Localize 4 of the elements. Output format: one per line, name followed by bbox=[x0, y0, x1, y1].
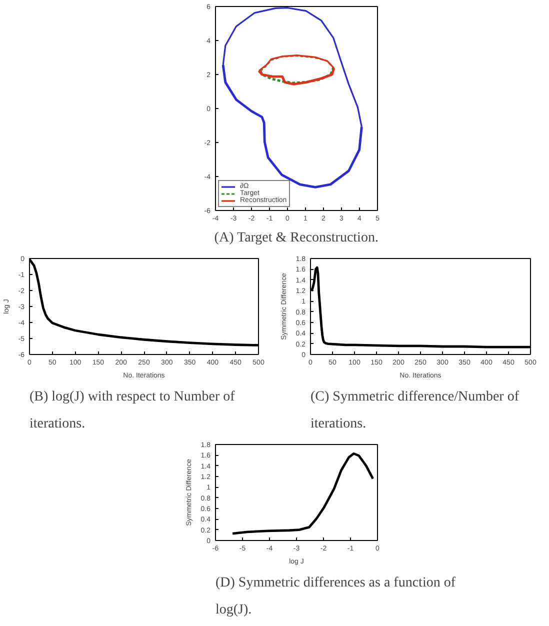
text: (D) Symmetric differences as a function of log(J). bbox=[216, 576, 456, 618]
text: (A) Target & Reconstruction. bbox=[214, 230, 378, 246]
text: (C) Symmetric difference/Number of iterations. bbox=[310, 390, 520, 432]
text: (B) log(J) with respect to Number of iterations. bbox=[30, 390, 236, 432]
